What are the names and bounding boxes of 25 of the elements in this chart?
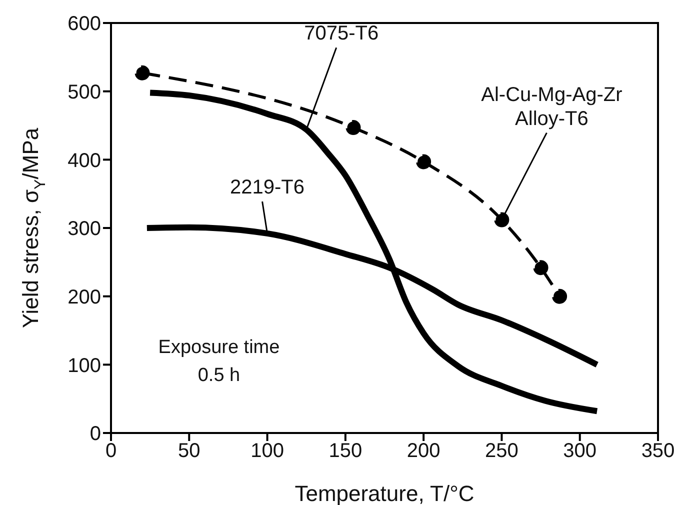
point <box>533 260 548 276</box>
y-tick-label: 0 <box>90 423 101 446</box>
x-tick-label: 100 <box>250 440 284 462</box>
x-tick-label: 250 <box>485 440 518 462</box>
text: Al-Cu-Mg-Ag-Zr Alloy-T6 <box>481 84 623 130</box>
y-tick-label: 200 <box>68 286 101 308</box>
point <box>134 65 150 80</box>
x-tick-label: 50 <box>178 440 200 462</box>
annotation: Exposure time 0.5 h <box>158 337 280 386</box>
y-tick-label: 100 <box>68 354 101 377</box>
x-tick-label: 200 <box>406 440 440 462</box>
point <box>552 288 568 304</box>
x-tick-label: 350 <box>641 440 674 462</box>
y-tick-label: 300 <box>68 218 101 240</box>
y-tick-label: 500 <box>68 81 101 104</box>
x-tick-label: 0 <box>105 440 117 462</box>
point <box>494 212 510 228</box>
x-tick-label: 150 <box>328 440 362 462</box>
text: 7075-T6 <box>304 22 379 45</box>
point <box>416 154 432 170</box>
x-tick-label: 300 <box>563 440 597 462</box>
point <box>346 120 361 136</box>
y-tick-label: 400 <box>68 150 101 172</box>
y-tick-label: 600 <box>68 13 101 36</box>
series-label: 2219-T6 <box>230 176 305 198</box>
